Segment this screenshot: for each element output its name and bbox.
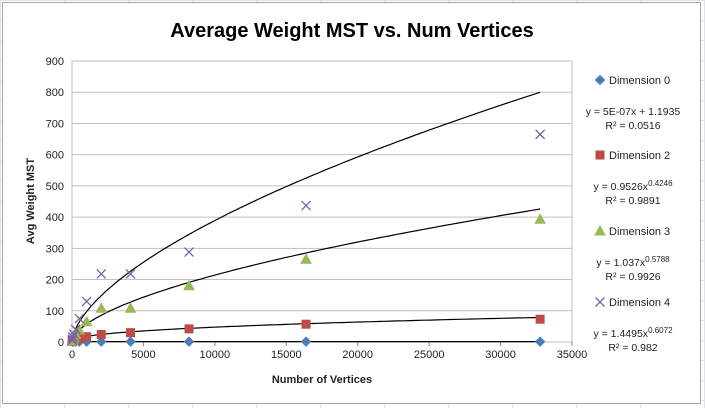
data-point <box>67 332 78 342</box>
y-tick-label: 400 <box>46 212 64 224</box>
legend-marker <box>595 297 605 307</box>
trendline-equation: y = 0.9526x0.4246 <box>593 179 673 193</box>
data-point <box>95 302 108 313</box>
trendline-dimension-4 <box>71 91 541 340</box>
trendline-equation: y = 1.4495x0.6072 <box>593 326 673 340</box>
trendline-equation: y = 5E-07x + 1.1935 <box>586 106 681 118</box>
data-point <box>534 336 546 347</box>
data-point <box>96 336 107 347</box>
x-tick-label: 10000 <box>200 349 231 361</box>
data-point <box>183 336 195 347</box>
x-tick-label: 20000 <box>342 349 373 361</box>
y-tick-label: 100 <box>46 306 64 318</box>
data-point <box>125 336 136 347</box>
data-point <box>300 253 312 264</box>
r-squared-label: R² = 0.0516 <box>605 120 660 132</box>
r-squared-label: R² = 0.982 <box>608 342 657 354</box>
gridlines <box>72 60 572 312</box>
legend-marker <box>595 150 605 160</box>
legend-label: Dimension 0 <box>609 75 670 87</box>
y-axis-ticks: 0 100 200 300 400 500 600 700 800 900 <box>46 56 64 349</box>
data-point <box>534 213 546 224</box>
data-point <box>80 315 93 327</box>
legend-label: Dimension 4 <box>609 297 670 309</box>
data-point <box>301 319 311 329</box>
data-point <box>96 330 106 340</box>
data-point <box>183 279 195 291</box>
y-tick-label: 200 <box>46 275 64 287</box>
chart-title: Average Weight MST vs. Num Vertices <box>170 20 533 42</box>
x-axis-label: Number of Vertices <box>272 374 372 386</box>
data-point <box>67 335 78 346</box>
data-point <box>184 324 194 334</box>
x-tick-label: 0 <box>69 349 75 361</box>
r-squared-label: R² = 0.9891 <box>605 195 660 207</box>
x-tick-label: 5000 <box>131 349 155 361</box>
data-point <box>535 314 545 324</box>
legend[interactable]: Dimension 0 y = 5E-07x + 1.1935 R² = 0.051… <box>586 74 681 354</box>
y-tick-label: 900 <box>46 56 64 68</box>
data-point <box>126 328 136 338</box>
data-point <box>301 200 312 211</box>
y-tick-label: 700 <box>46 118 64 130</box>
r-squared-label: R² = 0.9926 <box>605 271 660 283</box>
y-tick-label: 600 <box>46 150 64 162</box>
legend-marker <box>594 74 606 86</box>
legend-label: Dimension 2 <box>609 150 670 162</box>
y-tick-label: 500 <box>46 181 64 193</box>
x-axis-ticks: 0 5000 10000 15000 20000 25000 30000 35000 <box>69 342 587 361</box>
x-tick-label: 35000 <box>557 349 588 361</box>
data-point <box>184 247 194 258</box>
x-tick-label: 25000 <box>414 349 445 361</box>
data-point <box>300 336 312 347</box>
data-point <box>125 268 136 279</box>
y-tick-label: 800 <box>46 87 64 99</box>
data-points <box>66 129 546 347</box>
x-tick-label: 15000 <box>271 349 302 361</box>
data-point <box>70 324 81 335</box>
data-point <box>81 296 92 307</box>
x-tick-label: 30000 <box>485 349 516 361</box>
y-tick-label: 300 <box>46 243 64 255</box>
y-tick-label: 0 <box>58 337 64 349</box>
y-axis-label: Avg Weight MST <box>25 158 37 244</box>
data-point <box>535 129 546 140</box>
data-point <box>124 302 137 313</box>
data-point <box>74 313 85 324</box>
trendline-equation: y = 1.037x0.5788 <box>596 255 670 269</box>
plot-area[interactable] <box>71 60 573 343</box>
data-point <box>96 268 107 279</box>
legend-label: Dimension 3 <box>609 226 670 238</box>
data-point <box>82 332 92 342</box>
legend-marker <box>594 224 606 236</box>
